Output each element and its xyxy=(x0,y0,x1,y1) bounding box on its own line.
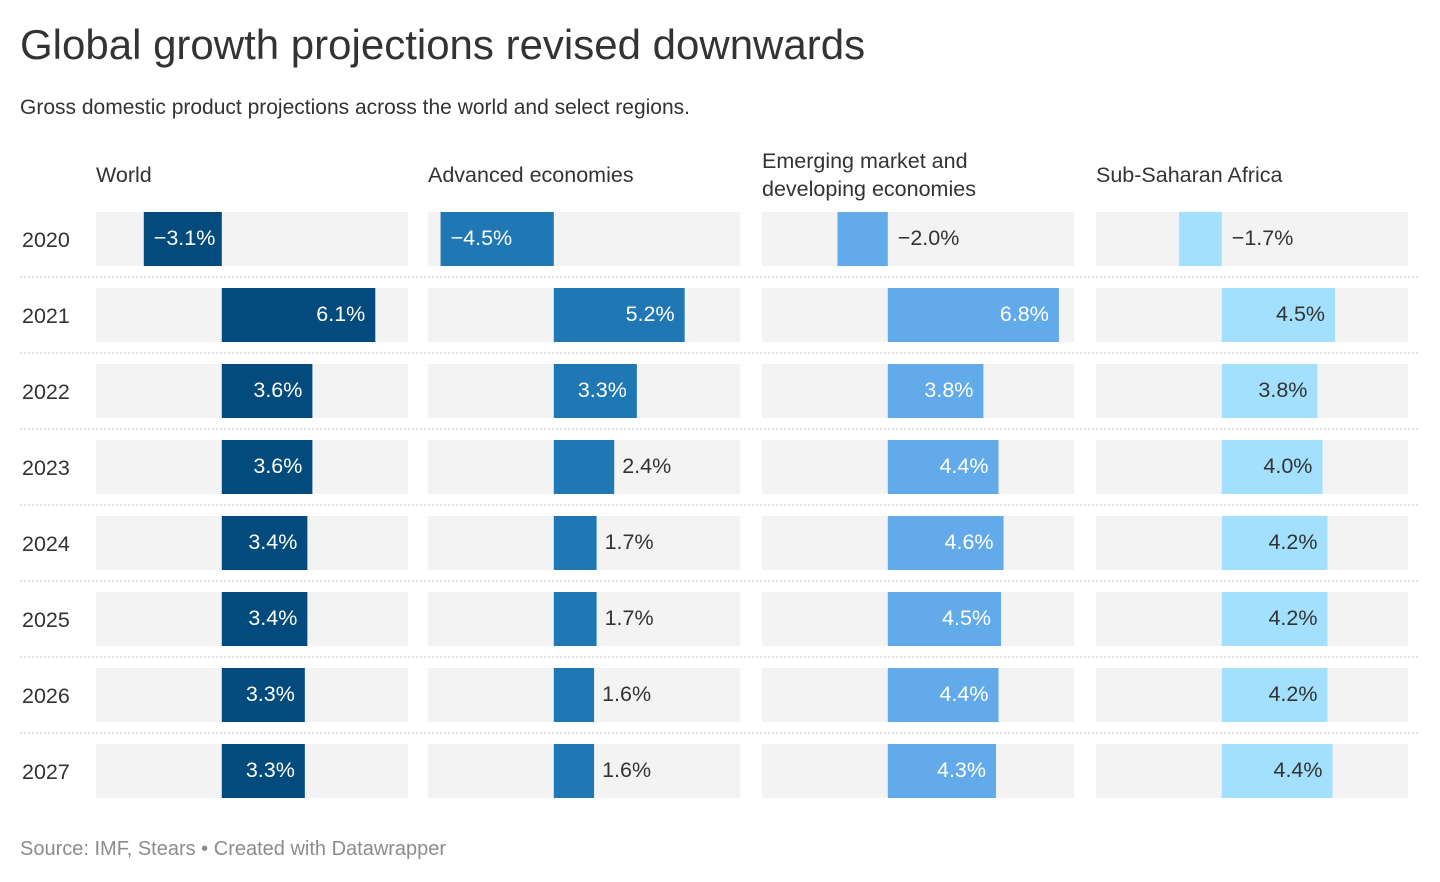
value-label-emerging-market-and-developing-economies-2025: 4.5% xyxy=(942,606,991,630)
bar-emerging-market-and-developing-economies-2021 xyxy=(887,288,1059,342)
datawrapper-credit[interactable]: Created with Datawrapper xyxy=(213,838,447,860)
bar-background xyxy=(762,212,1074,266)
column-title-sub-saharan-africa: Sub-Saharan Africa xyxy=(1096,163,1282,187)
value-label-advanced-economies-2023: 2.4% xyxy=(622,454,671,478)
bar-sub-saharan-africa-2026 xyxy=(1221,668,1328,722)
bar-advanced-economies-2026 xyxy=(553,668,595,722)
value-label-advanced-economies-2027: 1.6% xyxy=(602,758,651,782)
value-label-advanced-economies-2020: −4.5% xyxy=(451,226,513,250)
value-label-sub-saharan-africa-2027: 4.4% xyxy=(1274,758,1323,782)
bar-advanced-economies-2024 xyxy=(553,516,597,570)
value-label-world-2021: 6.1% xyxy=(316,302,365,326)
value-label-world-2026: 3.3% xyxy=(246,682,295,706)
value-label-world-2025: 3.4% xyxy=(248,606,297,630)
bar-background xyxy=(1096,212,1408,266)
year-label-2024: 2024 xyxy=(22,532,70,556)
value-label-sub-saharan-africa-2024: 4.2% xyxy=(1268,530,1317,554)
bar-emerging-market-and-developing-economies-2027 xyxy=(887,744,996,798)
value-label-advanced-economies-2021: 5.2% xyxy=(626,302,675,326)
bar-world-2023 xyxy=(221,440,313,494)
value-label-emerging-market-and-developing-economies-2021: 6.8% xyxy=(1000,302,1049,326)
source-link[interactable]: IMF, Stears xyxy=(94,838,196,860)
value-label-emerging-market-and-developing-economies-2027: 4.3% xyxy=(937,758,986,782)
bar-sub-saharan-africa-2021 xyxy=(1221,288,1336,342)
bar-sub-saharan-africa-2024 xyxy=(1221,516,1328,570)
value-label-sub-saharan-africa-2026: 4.2% xyxy=(1268,682,1317,706)
bar-emerging-market-and-developing-economies-2025 xyxy=(887,592,1002,646)
bar-advanced-economies-2025 xyxy=(553,592,597,646)
bar-background xyxy=(96,212,408,266)
year-label-2027: 2027 xyxy=(22,760,70,784)
column-title-emerging-market-and-developing-economies: developing economies xyxy=(762,177,976,201)
value-label-advanced-economies-2022: 3.3% xyxy=(578,378,627,402)
bar-advanced-economies-2023 xyxy=(553,440,615,494)
value-label-sub-saharan-africa-2020: −1.7% xyxy=(1232,226,1294,250)
bar-sub-saharan-africa-2020 xyxy=(1179,212,1222,266)
bar-advanced-economies-2020 xyxy=(440,212,554,266)
chart-title: Global growth projections revised downwa… xyxy=(20,21,866,68)
bar-emerging-market-and-developing-economies-2023 xyxy=(887,440,999,494)
value-label-world-2027: 3.3% xyxy=(246,758,295,782)
bar-world-2025 xyxy=(221,592,308,646)
bar-world-2026 xyxy=(221,668,305,722)
bar-world-2022 xyxy=(221,364,313,418)
bar-sub-saharan-africa-2027 xyxy=(1221,744,1333,798)
value-label-world-2020: −3.1% xyxy=(154,226,216,250)
value-label-sub-saharan-africa-2025: 4.2% xyxy=(1268,606,1317,630)
value-label-emerging-market-and-developing-economies-2026: 4.4% xyxy=(940,682,989,706)
year-label-2023: 2023 xyxy=(22,456,70,480)
value-label-emerging-market-and-developing-economies-2020: −2.0% xyxy=(898,226,960,250)
footer-separator: • xyxy=(195,838,214,860)
bar-advanced-economies-2022 xyxy=(553,364,637,418)
value-label-sub-saharan-africa-2022: 3.8% xyxy=(1258,378,1307,402)
bar-sub-saharan-africa-2022 xyxy=(1221,364,1318,418)
year-label-2022: 2022 xyxy=(22,380,70,404)
source-label: Source: xyxy=(20,838,95,860)
bar-advanced-economies-2021 xyxy=(553,288,685,342)
bar-emerging-market-and-developing-economies-2024 xyxy=(887,516,1004,570)
value-label-advanced-economies-2026: 1.6% xyxy=(602,682,651,706)
year-label-2021: 2021 xyxy=(22,304,70,328)
year-label-2026: 2026 xyxy=(22,684,70,708)
column-title-world: World xyxy=(96,163,152,187)
bar-advanced-economies-2027 xyxy=(553,744,595,798)
value-label-advanced-economies-2025: 1.7% xyxy=(605,606,654,630)
bar-sub-saharan-africa-2023 xyxy=(1221,440,1323,494)
value-label-advanced-economies-2024: 1.7% xyxy=(605,530,654,554)
value-label-emerging-market-and-developing-economies-2024: 4.6% xyxy=(945,530,994,554)
bar-world-2027 xyxy=(221,744,305,798)
value-label-emerging-market-and-developing-economies-2022: 3.8% xyxy=(924,378,973,402)
year-label-2025: 2025 xyxy=(22,608,70,632)
value-label-world-2024: 3.4% xyxy=(248,530,297,554)
chart-subtitle: Gross domestic product projections acros… xyxy=(20,96,690,119)
column-title-emerging-market-and-developing-economies: Emerging market and xyxy=(762,149,968,173)
year-label-2020: 2020 xyxy=(22,228,70,252)
value-label-sub-saharan-africa-2021: 4.5% xyxy=(1276,302,1325,326)
chart-footer: Source: IMF, Stears • Created with Dataw… xyxy=(20,835,446,863)
value-label-emerging-market-and-developing-economies-2023: 4.4% xyxy=(940,454,989,478)
value-label-sub-saharan-africa-2023: 4.0% xyxy=(1263,454,1312,478)
bar-world-2020 xyxy=(143,212,222,266)
column-title-advanced-economies: Advanced economies xyxy=(428,163,634,187)
bar-emerging-market-and-developing-economies-2020 xyxy=(837,212,888,266)
bar-emerging-market-and-developing-economies-2022 xyxy=(887,364,984,418)
bar-world-2021 xyxy=(221,288,376,342)
value-label-world-2023: 3.6% xyxy=(253,454,302,478)
bar-sub-saharan-africa-2025 xyxy=(1221,592,1328,646)
bar-emerging-market-and-developing-economies-2026 xyxy=(887,668,999,722)
bar-world-2024 xyxy=(221,516,308,570)
value-label-world-2022: 3.6% xyxy=(253,378,302,402)
